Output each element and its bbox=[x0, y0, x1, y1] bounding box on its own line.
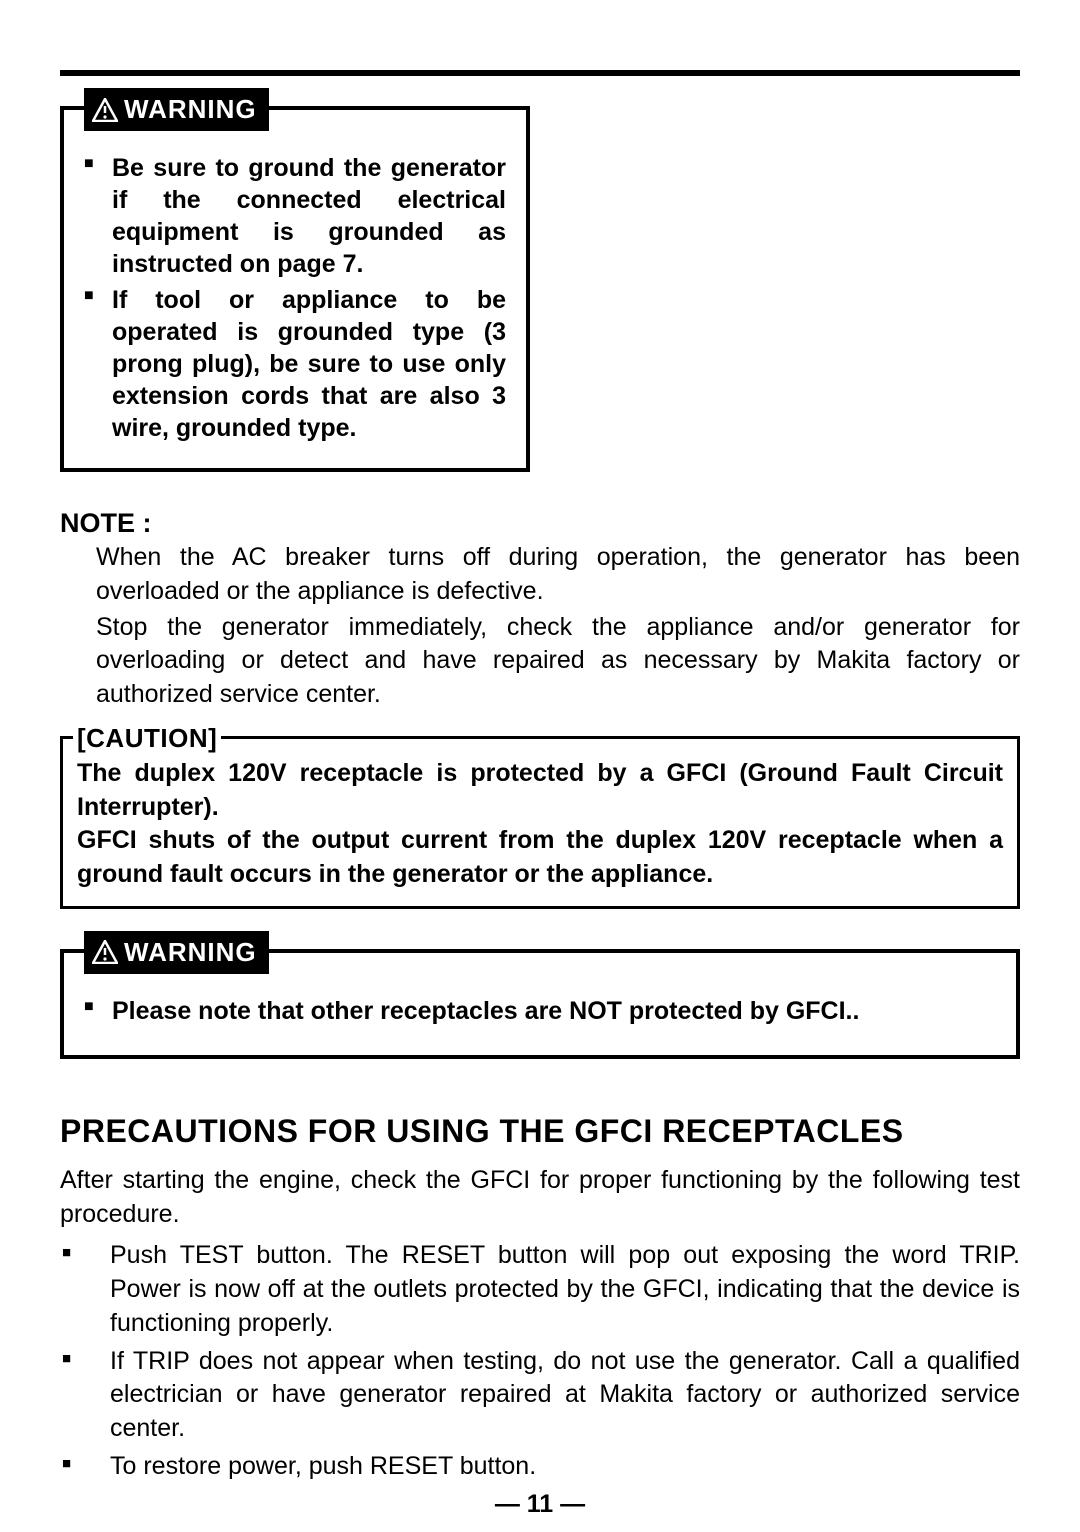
note-paragraph: Stop the generator immediately, check th… bbox=[96, 611, 1020, 712]
warning-label-2: WARNING bbox=[84, 931, 269, 974]
note-title: NOTE : bbox=[60, 508, 1020, 539]
procedure-item: If TRIP does not appear when testing, do… bbox=[60, 1345, 1020, 1446]
caution-paragraph: The duplex 120V receptacle is protected … bbox=[77, 757, 1003, 825]
warning-1-list: Be sure to ground the generator if the c… bbox=[84, 152, 506, 444]
procedure-list: Push TEST button. The RESET button will … bbox=[60, 1239, 1020, 1483]
page-number: — 11 — bbox=[60, 1490, 1020, 1519]
warning-triangle-icon bbox=[92, 940, 118, 964]
note-block: NOTE : When the AC breaker turns off dur… bbox=[60, 508, 1020, 712]
warning-1-item: Be sure to ground the generator if the c… bbox=[84, 152, 506, 280]
warning-1-item: If tool or appliance to be operated is g… bbox=[84, 284, 506, 444]
warning-triangle-icon bbox=[92, 98, 118, 122]
warning-box-1: WARNING Be sure to ground the generator … bbox=[60, 106, 530, 472]
top-rule bbox=[60, 70, 1020, 76]
caution-label: [CAUTION] bbox=[73, 721, 221, 756]
caution-paragraph: GFCI shuts of the output current from th… bbox=[77, 824, 1003, 892]
warning-2-item: Please note that other receptacles are N… bbox=[84, 995, 996, 1027]
caution-box: [CAUTION] The duplex 120V receptacle is … bbox=[60, 736, 1020, 909]
warning-box-2: WARNING Please note that other receptacl… bbox=[60, 949, 1020, 1059]
warning-label-1: WARNING bbox=[84, 88, 269, 131]
section-intro: After starting the engine, check the GFC… bbox=[60, 1164, 1020, 1232]
note-text: When the AC breaker turns off during ope… bbox=[60, 541, 1020, 712]
procedure-item: To restore power, push RESET button. bbox=[60, 1450, 1020, 1484]
section-title: PRECAUTIONS FOR USING THE GFCI RECEPTACL… bbox=[60, 1113, 1020, 1150]
warning-2-list: Please note that other receptacles are N… bbox=[84, 995, 996, 1027]
warning-label-text: WARNING bbox=[124, 94, 257, 125]
note-paragraph: When the AC breaker turns off during ope… bbox=[96, 541, 1020, 609]
warning-label-text: WARNING bbox=[124, 937, 257, 968]
procedure-item: Push TEST button. The RESET button will … bbox=[60, 1239, 1020, 1340]
